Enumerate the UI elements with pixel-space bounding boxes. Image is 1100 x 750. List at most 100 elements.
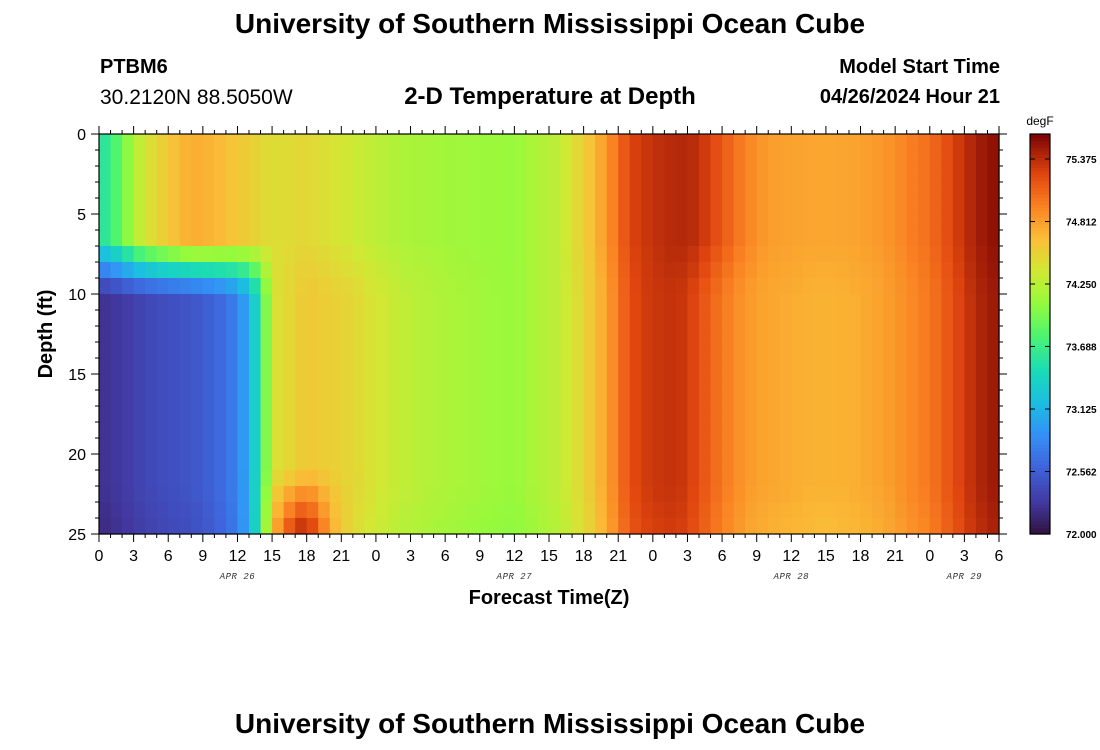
heatmap-cell [664, 438, 677, 455]
heatmap-cell [156, 454, 169, 471]
heatmap-cell [929, 422, 942, 439]
heatmap-cell [214, 374, 227, 391]
colorbar-segment [1030, 157, 1050, 162]
heatmap-cell [941, 422, 954, 439]
heatmap-cell [537, 390, 550, 407]
heatmap-cell [906, 150, 919, 167]
heatmap-cell [306, 310, 319, 327]
heatmap-cell [825, 294, 839, 311]
heatmap-cell [249, 182, 262, 199]
heatmap-cell [122, 326, 135, 343]
heatmap-cell [687, 150, 700, 167]
heatmap-cell [110, 422, 123, 439]
heatmap-cell [318, 326, 331, 343]
heatmap-cell [756, 262, 769, 279]
colorbar-segment [1030, 310, 1050, 315]
heatmap-cell [595, 150, 608, 167]
heatmap-cell [260, 438, 273, 455]
heatmap-cell [99, 278, 112, 295]
colorbar-segment [1030, 467, 1050, 472]
heatmap-cell [456, 502, 469, 519]
heatmap-cell [756, 486, 769, 503]
heatmap-cell [814, 358, 827, 375]
heatmap-cell [249, 342, 262, 359]
heatmap-cell [918, 294, 931, 311]
heatmap-cell [583, 406, 596, 423]
heatmap-cell [549, 326, 562, 343]
heatmap-cell [629, 486, 642, 503]
heatmap-cell [179, 486, 192, 503]
heatmap-cell [410, 230, 423, 247]
colorbar-segment [1030, 254, 1050, 258]
heatmap-cell [283, 438, 296, 455]
heatmap-cell [583, 454, 596, 471]
x-tick-label: 3 [406, 548, 415, 565]
heatmap-cell [664, 150, 677, 167]
heatmap-cell [895, 358, 908, 375]
heatmap-cell [99, 486, 112, 503]
heatmap-cell [560, 134, 573, 151]
heatmap-cell [733, 246, 746, 263]
heatmap-cell [422, 390, 435, 407]
heatmap-cell [399, 502, 412, 519]
heatmap-cell [849, 310, 862, 327]
colorbar-segment [1030, 357, 1050, 362]
heatmap-cell [802, 310, 815, 327]
heatmap-cell [341, 358, 354, 375]
heatmap-cell [133, 390, 146, 407]
heatmap-cell [699, 422, 712, 439]
colorbar-segment [1030, 514, 1050, 518]
heatmap-cell [745, 406, 758, 423]
heatmap-cell [341, 182, 354, 199]
heatmap-cell [652, 262, 665, 279]
heatmap-cell [987, 262, 1000, 279]
heatmap-cell [629, 438, 642, 455]
heatmap-cell [687, 246, 700, 263]
heatmap-cell [733, 502, 746, 519]
heatmap-cell [952, 134, 965, 151]
heatmap-cell [110, 246, 123, 263]
heatmap-cell [133, 454, 146, 471]
heatmap-cell [502, 150, 515, 167]
heatmap-cell [987, 438, 1000, 455]
heatmap-cell [433, 214, 446, 231]
heatmap-cell [733, 150, 746, 167]
heatmap-cell [710, 134, 723, 151]
heatmap-cell [422, 438, 435, 455]
heatmap-cell [606, 406, 619, 423]
heatmap-cell [779, 406, 792, 423]
heatmap-cell [225, 438, 239, 455]
heatmap-cell [295, 326, 308, 343]
heatmap-cell [525, 310, 539, 327]
heatmap-cell [779, 374, 792, 391]
heatmap-cell [860, 406, 873, 423]
heatmap-cell [883, 198, 896, 215]
heatmap-cell [745, 518, 758, 535]
heatmap-cell [583, 310, 596, 327]
heatmap-cell [329, 150, 342, 167]
heatmap-cell [549, 278, 562, 295]
heatmap-cell [872, 294, 885, 311]
heatmap-cell [641, 230, 654, 247]
colorbar-segment [1030, 220, 1050, 225]
heatmap-cell [525, 518, 539, 535]
heatmap-cell [283, 150, 296, 167]
heatmap-cell [941, 166, 954, 183]
heatmap-cell [837, 518, 850, 535]
heatmap-cell [352, 390, 365, 407]
heatmap-cell [168, 182, 181, 199]
heatmap-cell [987, 294, 1000, 311]
colorbar-segment [1030, 337, 1050, 342]
heatmap-cell [975, 358, 989, 375]
heatmap-cell [491, 230, 504, 247]
colorbar-segment [1030, 477, 1050, 482]
heatmap-cell [191, 342, 204, 359]
heatmap-cell [549, 198, 562, 215]
heatmap-cell [722, 294, 735, 311]
heatmap-cell [802, 438, 815, 455]
heatmap-cell [883, 278, 896, 295]
footer-title: University of Southern Mississippi Ocean… [234, 708, 866, 739]
heatmap-cell [237, 182, 250, 199]
heatmap-cell [364, 326, 377, 343]
heatmap-cell [479, 278, 492, 295]
